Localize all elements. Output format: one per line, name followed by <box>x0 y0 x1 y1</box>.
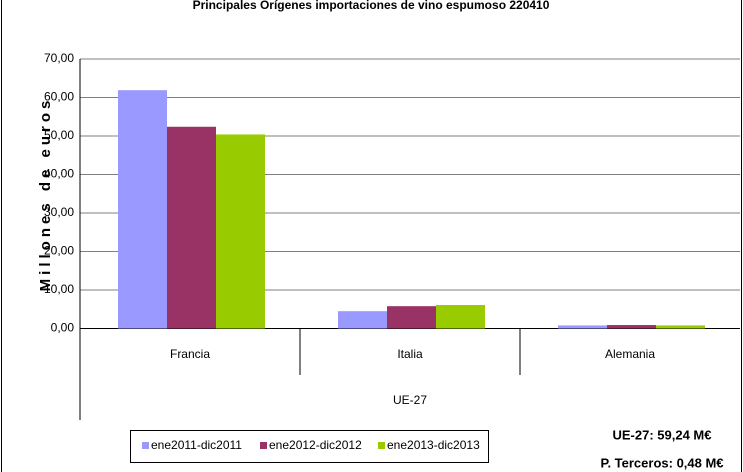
annotation: UE-27: 59,24 M€ <box>613 427 712 442</box>
legend-swatch <box>260 442 267 449</box>
y-tick-label: 50,00 <box>44 128 74 142</box>
y-tick-label: 0,00 <box>51 321 75 335</box>
y-tick-label: 30,00 <box>44 205 74 219</box>
bar <box>607 325 656 329</box>
bar <box>216 134 265 329</box>
y-axis-label: Millones de euros <box>37 97 54 292</box>
bar <box>118 90 167 329</box>
y-tick-label: 20,00 <box>44 244 74 258</box>
y-tick-label: 70,00 <box>44 51 74 65</box>
bar <box>338 311 387 329</box>
chart-title: Principales Orígenes importaciones de vi… <box>193 0 550 12</box>
legend-label: ene2013-dic2013 <box>387 438 480 452</box>
x-tick-label: Alemania <box>605 347 655 361</box>
group-label: UE-27 <box>393 393 427 407</box>
legend-swatch <box>378 442 385 449</box>
x-tick-label: Italia <box>397 347 423 361</box>
y-tick-label: 40,00 <box>44 167 74 181</box>
y-tick-label: 60,00 <box>44 90 74 104</box>
legend-label: ene2012-dic2012 <box>269 438 362 452</box>
legend <box>130 430 489 463</box>
x-tick-label: Francia <box>170 347 210 361</box>
bar <box>558 325 607 329</box>
annotation: P. Terceros: 0,48 M€ <box>600 455 723 470</box>
bar <box>436 305 485 329</box>
bar <box>167 126 216 329</box>
legend-swatch <box>142 442 149 449</box>
y-tick-label: 10,00 <box>44 282 74 296</box>
bar <box>387 306 436 329</box>
legend-label: ene2011-dic2011 <box>151 438 242 452</box>
bar <box>656 325 705 329</box>
